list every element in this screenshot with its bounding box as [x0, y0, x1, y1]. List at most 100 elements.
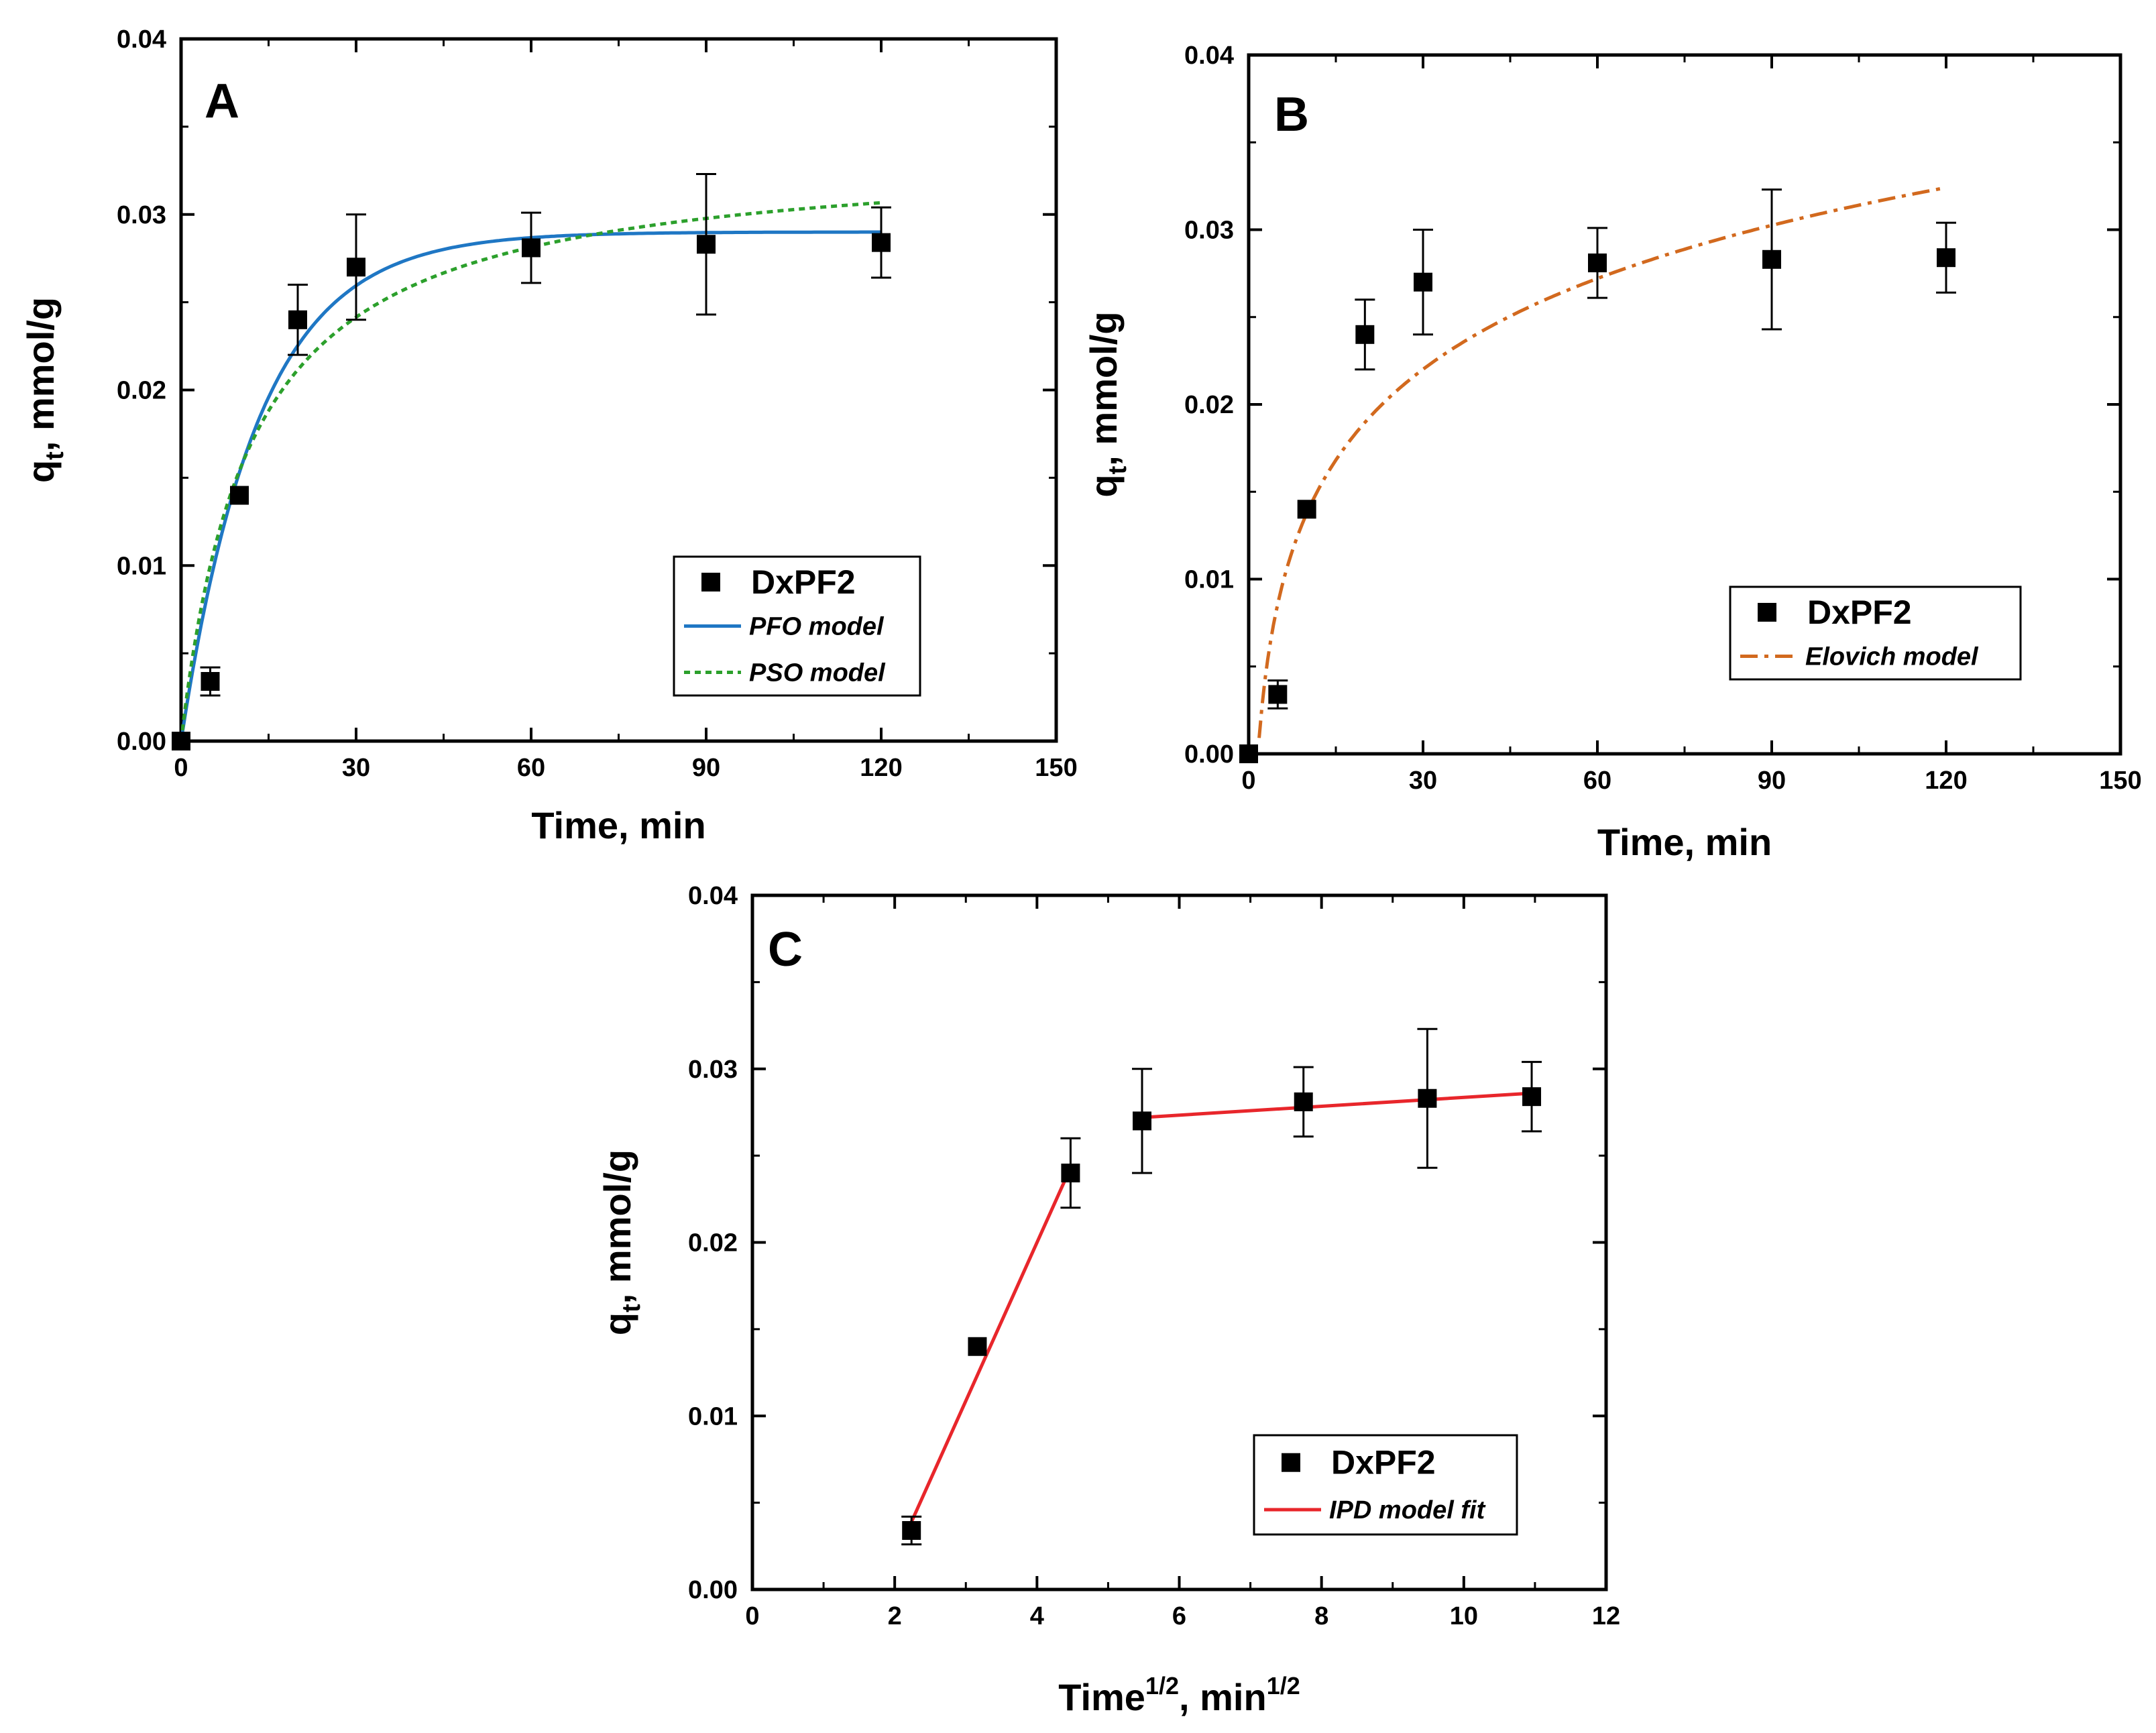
data-point: [1268, 685, 1288, 704]
y-tick-label: 0.00: [1184, 740, 1234, 769]
data-point: [872, 233, 891, 252]
legend-label-fit: PFO model: [749, 613, 885, 641]
y-tick-label: 0.01: [688, 1402, 738, 1431]
x-tick-label: 6: [1172, 1602, 1186, 1630]
legend: DxPF2 Elovich model: [1729, 585, 2022, 681]
data-point: [201, 672, 220, 691]
y-tick-label: 0.01: [1184, 566, 1234, 594]
data-point: [968, 1337, 987, 1356]
x-axis-title-main: Time: [1058, 1676, 1145, 1718]
legend-label-fit: IPD model fit: [1329, 1496, 1486, 1524]
y-axis-title: qt, mmol/g: [1082, 311, 1132, 497]
data-point: [1133, 1111, 1152, 1131]
panel-label: B: [1274, 88, 1309, 142]
legend-symbol-data: [1282, 1453, 1300, 1472]
legend-label-data: DxPF2: [751, 563, 856, 601]
y-axis-title-rest: , mmol/g: [1082, 311, 1125, 465]
x-tick-label: 8: [1314, 1602, 1328, 1630]
data-point: [230, 486, 249, 505]
y-tick-label: 0.03: [117, 201, 166, 229]
legend: DxPF2 IPD model fit: [1253, 1434, 1518, 1536]
chart-panel-b: 0 30 60 90 120 150 0.00 0.01 0.02 0.03 0.04 B Time, …: [1082, 42, 2142, 863]
y-tick-label: 0.01: [117, 552, 166, 580]
x-axis-title-sup2: 1/2: [1267, 1672, 1300, 1699]
y-tick-label: 0.03: [688, 1056, 738, 1084]
legend-box: [1253, 1434, 1518, 1536]
x-axis-title-mid: , min: [1179, 1676, 1267, 1718]
data-point: [1418, 1088, 1437, 1108]
y-tick-label: 0.00: [117, 728, 166, 756]
fit-line-ipd-model-fit: [909, 1091, 1532, 1523]
legend-symbol-data: [701, 572, 720, 592]
y-axis-title-rest: , mmol/g: [19, 297, 62, 451]
x-tick-label: 4: [1030, 1602, 1044, 1630]
y-axis-title-rest: , mmol/g: [596, 1150, 638, 1304]
data-point: [522, 238, 541, 258]
x-tick-label: 90: [692, 754, 720, 782]
y-tick-label: 0.02: [117, 377, 166, 405]
plot-frame: [179, 37, 1058, 743]
chart-panel-a: 0 30 60 90 120 150 0.00 0.01 0.02 0.03 0.04 A Time, …: [19, 25, 1078, 846]
x-axis-title: Time1/2, min1/2: [1058, 1672, 1300, 1718]
y-tick-label: 0.04: [1184, 42, 1234, 70]
legend-box: [1729, 585, 2022, 681]
data-point: [902, 1521, 921, 1541]
x-tick-label: 30: [1409, 767, 1437, 795]
x-tick-label: 30: [342, 754, 370, 782]
x-tick-label: 60: [1583, 767, 1611, 795]
legend-label-data: DxPF2: [1807, 594, 1912, 631]
panel-label: C: [768, 923, 803, 976]
data-point: [1239, 744, 1258, 763]
y-tick-label: 0.03: [1184, 217, 1234, 245]
y-axis-title-sub: t: [618, 1304, 646, 1312]
y-axis-title-main: q: [596, 1312, 638, 1335]
data-point: [1588, 253, 1607, 272]
x-tick-label: 120: [1925, 767, 1967, 795]
x-tick-label: 150: [1035, 754, 1077, 782]
y-axis-title-main: q: [1082, 474, 1125, 497]
data-point: [288, 310, 307, 329]
x-tick-label: 2: [888, 1602, 902, 1630]
data-point: [1297, 500, 1316, 519]
y-axis-title: qt, mmol/g: [596, 1150, 646, 1335]
y-tick-label: 0.02: [1184, 391, 1234, 419]
data-point: [1061, 1164, 1080, 1182]
data-point: [1522, 1087, 1542, 1107]
data-point: [1937, 248, 1955, 268]
y-tick-label: 0.00: [688, 1576, 738, 1604]
fit-line-elovich-model: [1257, 186, 1947, 738]
legend-label-fit: PSO model: [749, 659, 886, 687]
x-tick-label: 12: [1592, 1602, 1620, 1630]
data-point: [1355, 325, 1375, 344]
data-point: [1414, 272, 1432, 292]
data-point: [1294, 1092, 1313, 1111]
x-tick-label: 10: [1450, 1602, 1478, 1630]
x-tick-label: 0: [1241, 767, 1255, 795]
x-tick-label: 60: [517, 754, 545, 782]
x-tick-label: 90: [1758, 767, 1786, 795]
y-tick-label: 0.04: [688, 882, 738, 910]
x-axis-title-sup1: 1/2: [1145, 1672, 1179, 1699]
y-axis-title-sub: t: [41, 451, 69, 460]
y-tick-label: 0.04: [117, 25, 166, 54]
x-tick-label: 0: [174, 754, 188, 782]
data-point: [347, 258, 365, 277]
y-axis-title-sub: t: [1104, 465, 1132, 474]
legend-label-data: DxPF2: [1331, 1444, 1436, 1482]
legend-label-fit: Elovich model: [1805, 643, 1979, 671]
data-point: [697, 235, 716, 254]
legend: DxPF2 PFO model PSO model: [673, 555, 921, 697]
data-point: [172, 732, 190, 750]
panel-label: A: [205, 74, 239, 128]
x-axis-title: Time, min: [531, 804, 705, 846]
y-tick-label: 0.02: [688, 1229, 738, 1257]
data-point: [1762, 249, 1781, 269]
y-axis-title-main: q: [19, 460, 62, 483]
x-tick-label: 120: [860, 754, 902, 782]
x-tick-label: 0: [745, 1602, 759, 1630]
x-axis-title: Time, min: [1597, 821, 1772, 863]
x-tick-label: 150: [2099, 767, 2141, 795]
y-axis-title: qt, mmol/g: [19, 297, 69, 483]
